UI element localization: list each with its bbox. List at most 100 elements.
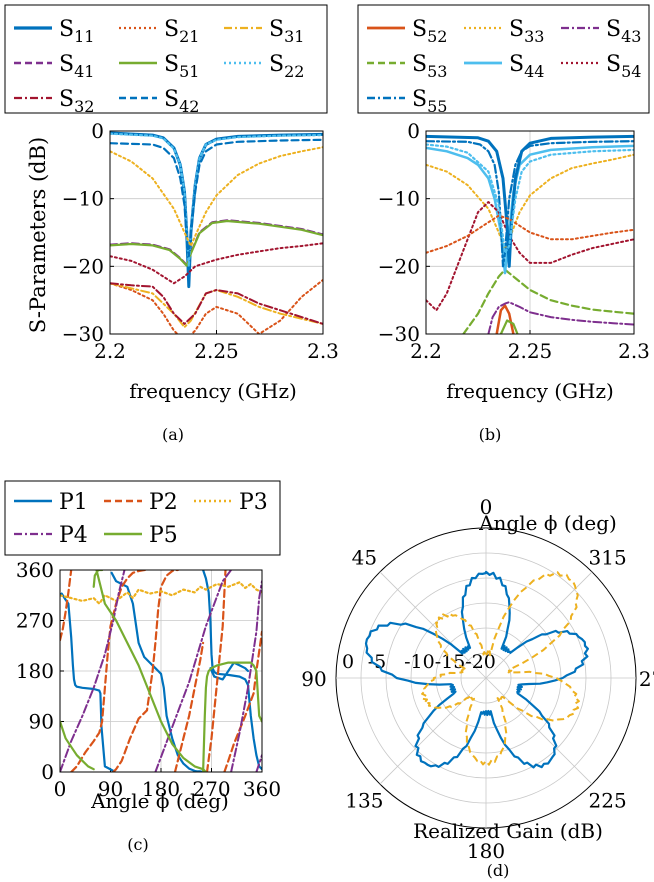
x-tick-label: 2.25 bbox=[508, 339, 553, 363]
x-axis-label-c: Angle ϕ (deg) bbox=[90, 789, 229, 813]
legend-a-box bbox=[4, 4, 328, 114]
series-line-s43 bbox=[487, 301, 634, 334]
legend-label-s52: S52 bbox=[412, 17, 447, 46]
y-tick-label: 270 bbox=[16, 609, 54, 633]
x-tick-label: 270 bbox=[192, 777, 230, 801]
y-tick-label: −10 bbox=[62, 187, 104, 211]
y-axis-label-a: S-Parameters (dB) bbox=[26, 137, 50, 333]
x-tick-label: 90 bbox=[98, 777, 123, 801]
polar-radius-label: -10-15-20 bbox=[404, 651, 496, 673]
y-tick-label: 90 bbox=[29, 710, 54, 734]
polar-angle-label: 135 bbox=[345, 789, 383, 813]
y-tick-label: 180 bbox=[16, 659, 54, 683]
polar-angle-label: 270 bbox=[639, 667, 654, 691]
y-tick-label: 0 bbox=[407, 119, 420, 143]
series-line-s52 bbox=[495, 304, 515, 334]
y-tick-label: −30 bbox=[62, 322, 104, 346]
x-tick-label: 2.25 bbox=[194, 339, 239, 363]
series-line-p5 bbox=[60, 720, 95, 771]
y-tick-label: −10 bbox=[378, 187, 420, 211]
series-line-s21 bbox=[110, 278, 323, 334]
x-tick-label: 360 bbox=[243, 777, 281, 801]
polar-spoke bbox=[379, 677, 487, 785]
panel-c: P1 P2 P3 P4 P5 0 90 180 270 360 0 90 180 270 360 Angl… bbox=[4, 480, 281, 854]
polar-series-blue-solid bbox=[364, 570, 589, 769]
legend-c: P1 P2 P3 P4 P5 bbox=[4, 480, 281, 556]
y-tick-label: −30 bbox=[378, 322, 420, 346]
y-tick-label: 0 bbox=[41, 760, 54, 784]
x-tick-label: 180 bbox=[142, 777, 180, 801]
caption-c: (c) bbox=[127, 835, 148, 854]
series-line-p4 bbox=[230, 580, 262, 772]
polar-spoke bbox=[485, 677, 593, 785]
series-line-p1 bbox=[202, 570, 262, 771]
series-line-p2 bbox=[173, 641, 205, 772]
series-line-s51 bbox=[110, 219, 323, 267]
plot-area-b: 2.2 2.25 2.3 −30 −20 −10 0 bbox=[378, 119, 650, 363]
series-line-yellow-dotted bbox=[110, 146, 323, 247]
series-line-p2 bbox=[60, 570, 73, 642]
polar-spoke bbox=[379, 571, 487, 679]
caption-a: (a) bbox=[162, 425, 184, 444]
x-tick-label: 2.2 bbox=[94, 339, 126, 363]
y-tick-label: −20 bbox=[62, 254, 104, 278]
legend-label-s44: S44 bbox=[509, 52, 544, 81]
series-line-s53 bbox=[462, 268, 634, 334]
polar-radius-label: 0 bbox=[342, 651, 354, 673]
series-line-p5 bbox=[202, 661, 262, 772]
series-line-p3 bbox=[60, 581, 262, 605]
caption-d: (d) bbox=[487, 861, 510, 880]
plot-frame bbox=[425, 130, 635, 335]
series-line-p2 bbox=[112, 570, 179, 772]
y-tick-label: 360 bbox=[16, 558, 54, 582]
x-tick-label: 2.3 bbox=[618, 339, 650, 363]
legend-label-p2: P2 bbox=[149, 490, 178, 515]
series-line-green-solid bbox=[499, 319, 519, 334]
series-line-p1 bbox=[110, 571, 205, 772]
polar-radius-label: -5 bbox=[368, 651, 387, 673]
x-axis-label-a: frequency (GHz) bbox=[129, 379, 297, 403]
x-tick-label: 2.2 bbox=[410, 339, 442, 363]
plot-frame bbox=[59, 569, 263, 773]
legend-label-p4: P4 bbox=[59, 523, 88, 548]
polar-angle-label: 45 bbox=[352, 545, 377, 569]
panel-d: 0 45 90 135 180 225 270 315 0 -5 -10-15-20 Angle ϕ… bbox=[301, 495, 654, 880]
caption-b: (b) bbox=[479, 425, 502, 444]
polar-plot-d: 0 45 90 135 180 225 270 315 0 -5 -10-15-20 bbox=[301, 495, 654, 863]
series-line-p4 bbox=[60, 570, 126, 772]
polar-theta-title: Angle ϕ (deg) bbox=[478, 511, 617, 535]
legend-b-box bbox=[357, 4, 650, 114]
y-tick-label: 0 bbox=[91, 119, 104, 143]
x-tick-label: 0 bbox=[54, 777, 67, 801]
series-line-p5 bbox=[95, 570, 207, 772]
polar-angle-label: 180 bbox=[467, 839, 505, 863]
plot-area-a: 2.2 2.25 2.3 −30 −20 −10 0 bbox=[62, 119, 339, 363]
series-line-s44 bbox=[426, 144, 634, 275]
series-line-s54 bbox=[426, 201, 634, 312]
series-line-cyan-dotted bbox=[426, 143, 634, 254]
series-line-orange-dotted bbox=[426, 214, 634, 254]
series-line-p1 bbox=[209, 661, 250, 681]
series-line-p4 bbox=[255, 754, 262, 772]
x-axis-label-b: frequency (GHz) bbox=[446, 379, 614, 403]
series-line-p4 bbox=[154, 570, 233, 772]
series-line-darkred-dotted bbox=[110, 242, 323, 285]
legend-label-p1: P1 bbox=[59, 490, 88, 515]
polar-angle-label: 90 bbox=[301, 667, 326, 691]
series-line-s32 bbox=[110, 282, 323, 325]
polar-angle-label: 0 bbox=[480, 495, 493, 519]
y-tick-label: −20 bbox=[378, 254, 420, 278]
legend-label-p5: P5 bbox=[149, 523, 178, 548]
plot-area-c: 0 90 180 270 360 0 90 180 270 360 bbox=[16, 558, 281, 801]
legend-c-box bbox=[4, 480, 281, 556]
legend-label-p3: P3 bbox=[239, 490, 268, 515]
series-line-s55 bbox=[426, 140, 634, 268]
polar-r-title: Realized Gain (dB) bbox=[413, 819, 603, 843]
plot-frame bbox=[109, 130, 324, 335]
x-tick-label: 2.3 bbox=[307, 339, 339, 363]
